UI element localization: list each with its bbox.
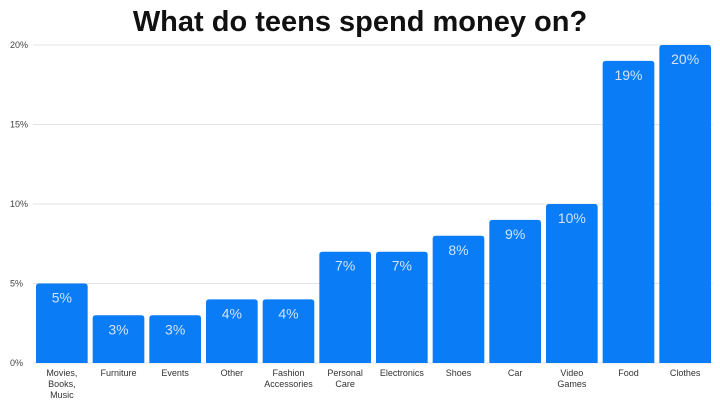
x-tick-label: Clothes bbox=[670, 368, 701, 378]
bar bbox=[659, 45, 711, 363]
y-tick-label: 5% bbox=[10, 279, 23, 289]
data-label: 9% bbox=[505, 226, 525, 242]
x-tick-label: Care bbox=[335, 379, 355, 389]
y-tick-label: 10% bbox=[10, 199, 28, 209]
data-label: 7% bbox=[335, 258, 355, 274]
x-tick-label: Fashion bbox=[272, 368, 304, 378]
x-tick-label: Accessories bbox=[264, 379, 313, 389]
data-label: 20% bbox=[671, 51, 699, 67]
bar bbox=[602, 60, 655, 364]
data-label: 19% bbox=[614, 67, 642, 83]
data-label: 3% bbox=[165, 321, 185, 337]
bar bbox=[149, 315, 201, 363]
bar bbox=[432, 235, 485, 363]
x-tick-label: Food bbox=[618, 368, 639, 378]
x-tick-label: Shoes bbox=[446, 368, 472, 378]
x-tick-label: Music bbox=[50, 390, 74, 400]
data-label: 10% bbox=[558, 210, 586, 226]
bar bbox=[36, 283, 88, 363]
x-tick-label: Games bbox=[557, 379, 587, 389]
data-label: 4% bbox=[278, 305, 298, 321]
x-tick-label: Personal bbox=[327, 368, 363, 378]
x-tick-label: Car bbox=[508, 368, 523, 378]
bar bbox=[92, 315, 145, 363]
x-tick-label: Movies, bbox=[46, 368, 77, 378]
data-label: 8% bbox=[448, 242, 468, 258]
y-tick-label: 15% bbox=[10, 120, 28, 130]
data-label: 4% bbox=[222, 305, 242, 321]
data-label: 3% bbox=[108, 321, 128, 337]
data-label: 5% bbox=[52, 290, 72, 306]
y-tick-label: 20% bbox=[10, 40, 28, 50]
bar bbox=[319, 251, 371, 363]
data-label: 7% bbox=[392, 258, 412, 274]
chart-title: What do teens spend money on? bbox=[132, 6, 588, 38]
bar bbox=[262, 299, 315, 363]
bar bbox=[206, 299, 258, 363]
x-tick-label: Video bbox=[560, 368, 583, 378]
bar bbox=[489, 219, 541, 363]
x-tick-label: Other bbox=[221, 368, 244, 378]
x-tick-label: Events bbox=[161, 368, 189, 378]
y-tick-label: 0% bbox=[10, 358, 23, 368]
bar bbox=[376, 251, 428, 363]
x-tick-label: Furniture bbox=[100, 368, 136, 378]
x-tick-label: Electronics bbox=[380, 368, 425, 378]
bar bbox=[546, 204, 598, 363]
x-tick-label: Books, bbox=[48, 379, 76, 389]
